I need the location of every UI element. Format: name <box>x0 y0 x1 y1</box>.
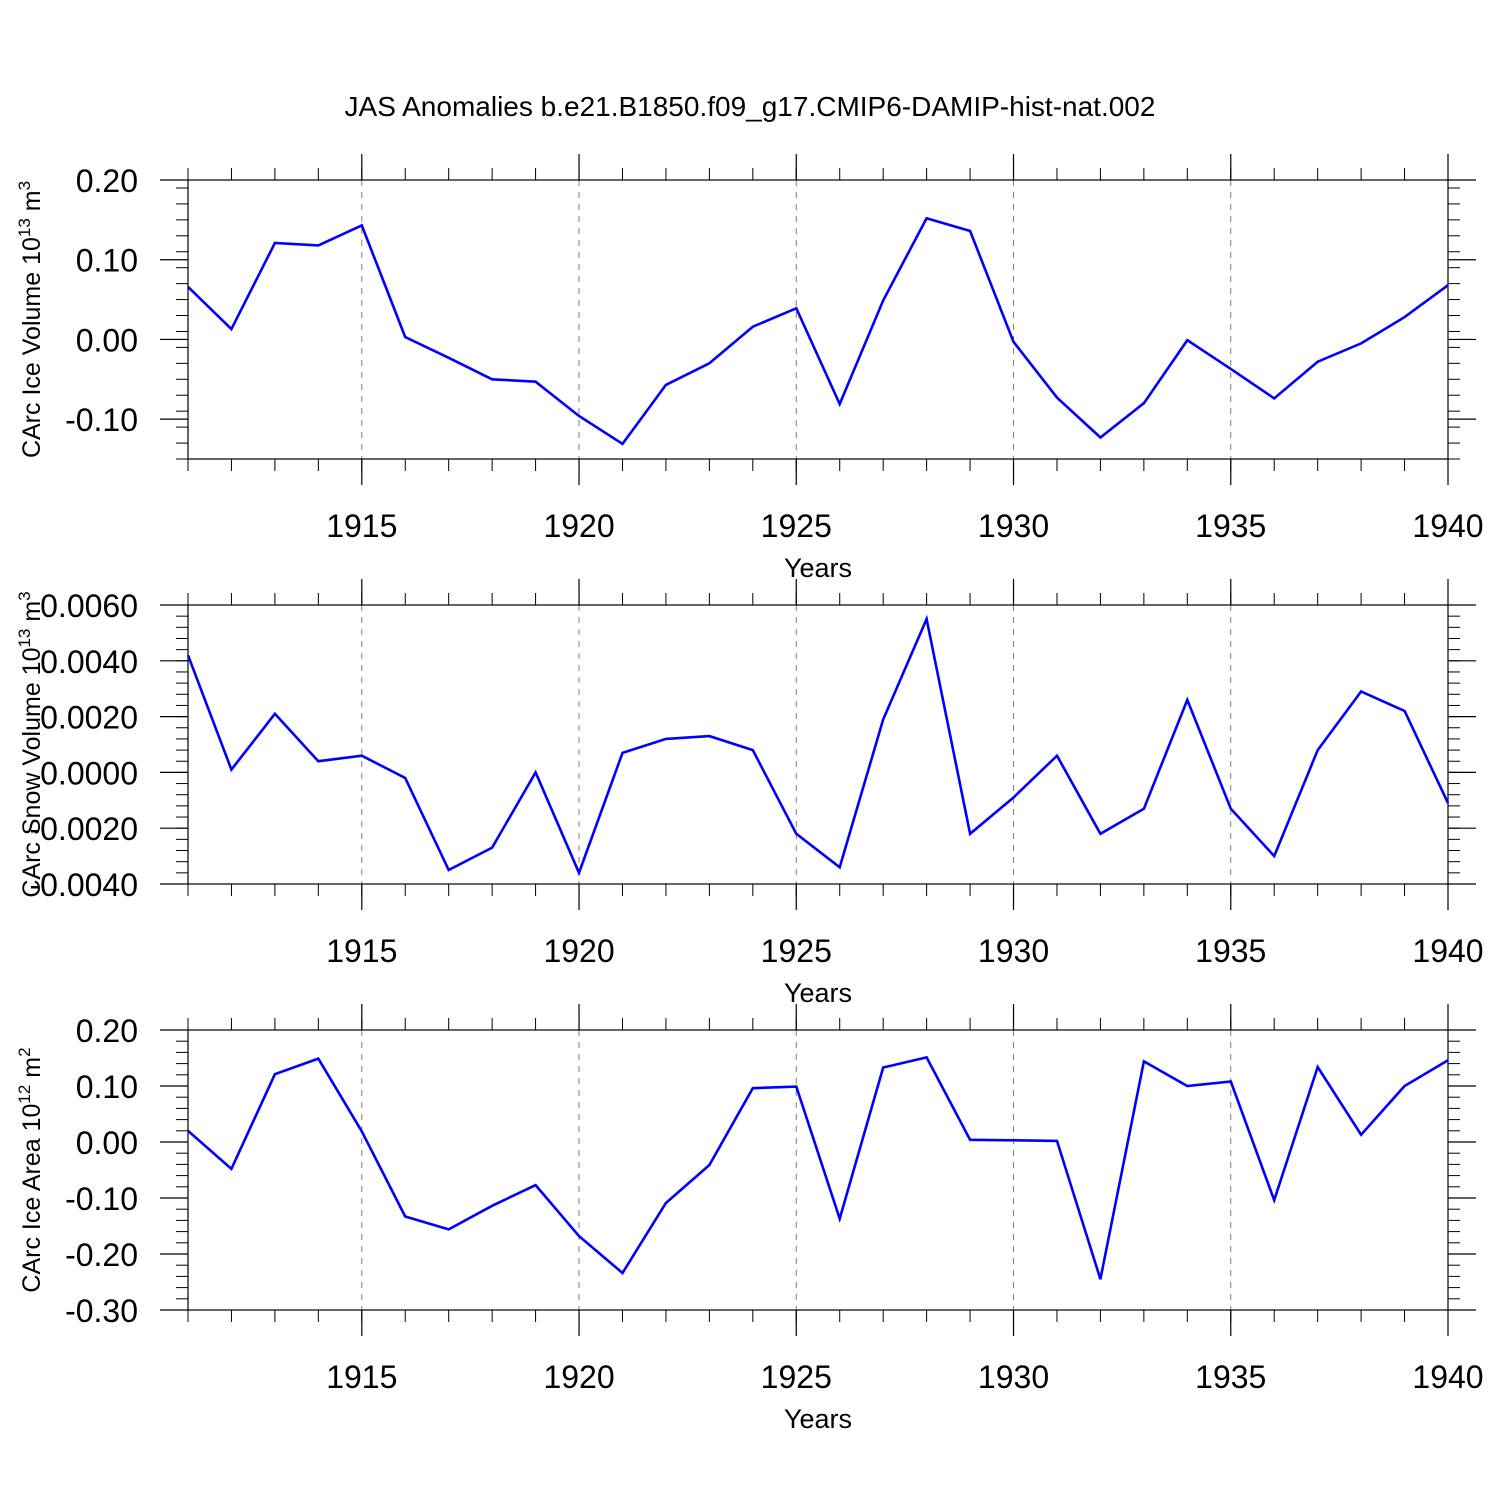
y-tick-label: 0.0040 <box>40 644 138 680</box>
y-axis-title-unit: m <box>18 1057 46 1085</box>
panel-2: 0.0060 0.0040 0.0020 0.0000 -0.0020 -0.0040 19… <box>15 579 1484 1008</box>
x-tick-label: 1940 <box>1412 1359 1483 1395</box>
y-tick-label: -0.10 <box>65 402 138 438</box>
y-tick-label: 0.20 <box>76 1013 138 1049</box>
y-axis-title: CArc Ice Volume 1013 m3 <box>15 181 46 458</box>
x-tick-label: 1925 <box>761 933 832 969</box>
y-axis-title-main: CArc Snow Volume 10 <box>18 648 46 898</box>
y-axis-title-main: CArc Ice Volume 10 <box>18 237 46 458</box>
y-axis-title-unit-exponent: 3 <box>15 591 34 600</box>
x-axis-title: Years <box>784 553 852 583</box>
plot-frame <box>187 179 1449 460</box>
y-tick-label: 0.00 <box>76 1125 138 1161</box>
y-tick-label: 0.0000 <box>40 755 138 791</box>
x-tick-label: 1935 <box>1195 933 1266 969</box>
y-tick-label: -0.0020 <box>29 811 138 847</box>
y-tick-label: 0.20 <box>76 163 138 199</box>
x-tick-label: 1920 <box>543 508 614 544</box>
panels: 0.20 0.10 0.00 -0.10 1915 1920 1925 1930 1935 194… <box>0 154 1484 1434</box>
y-axis-title-exponent: 13 <box>15 629 34 648</box>
x-tick-label: 1920 <box>543 1359 614 1395</box>
y-tick-label: -0.0040 <box>29 867 138 903</box>
x-tick-label: 1915 <box>326 1359 397 1395</box>
panel-3: 0.20 0.10 0.00 -0.10 -0.20 -0.30 1915 1920 1925 1… <box>15 1004 1484 1434</box>
x-tick-label: 1935 <box>1195 1359 1266 1395</box>
y-axis-title-exponent: 12 <box>15 1085 34 1104</box>
plot-frame <box>187 604 1449 885</box>
y-tick-label: 0.0060 <box>40 588 138 624</box>
y-tick-label: 0.10 <box>76 243 138 279</box>
series-line <box>187 216 1449 446</box>
y-tick-label: -0.20 <box>65 1237 138 1273</box>
y-axis-title: CArc Ice Area 1012 m2 <box>15 1047 46 1292</box>
y-axis-title-unit-exponent: 3 <box>15 181 34 190</box>
x-tick-label: 1920 <box>543 933 614 969</box>
chart-title: JAS Anomalies b.e21.B1850.f09_g17.CMIP6-… <box>345 91 1156 122</box>
y-tick-label: 0.00 <box>76 322 138 358</box>
x-tick-label: 1925 <box>761 1359 832 1395</box>
y-tick-label: 0.0020 <box>40 700 138 736</box>
x-tick-label: 1930 <box>978 508 1049 544</box>
x-tick-label: 1925 <box>761 508 832 544</box>
y-tick-label: -0.10 <box>65 1181 138 1217</box>
y-axis-title: CArc Snow Volume 1013 m3 <box>15 591 46 897</box>
y-axis-title-main: CArc Ice Area 10 <box>18 1104 46 1293</box>
plot-frame <box>187 1029 1449 1311</box>
y-axis-title-exponent: 13 <box>15 218 34 237</box>
y-axis-title-unit: m <box>18 190 46 218</box>
x-axis-title: Years <box>784 1404 852 1434</box>
y-tick-label: 0.10 <box>76 1069 138 1105</box>
y-tick-label: -0.30 <box>65 1293 138 1329</box>
series-line <box>186 614 1450 877</box>
x-tick-label: 1915 <box>326 508 397 544</box>
x-tick-label: 1940 <box>1412 933 1483 969</box>
series-line <box>187 1055 1449 1280</box>
panel-1: 0.20 0.10 0.00 -0.10 1915 1920 1925 1930 1935 194… <box>15 154 1484 583</box>
x-tick-label: 1915 <box>326 933 397 969</box>
y-axis-title-unit: m <box>18 601 46 629</box>
label-mask <box>0 900 60 1010</box>
x-tick-label: 1930 <box>978 933 1049 969</box>
x-tick-label: 1930 <box>978 1359 1049 1395</box>
x-tick-label: 1940 <box>1412 508 1483 544</box>
x-tick-label: 1935 <box>1195 508 1266 544</box>
x-axis-title: Years <box>784 978 852 1008</box>
label-mask <box>0 490 60 590</box>
y-axis-title-unit-exponent: 2 <box>15 1047 34 1056</box>
